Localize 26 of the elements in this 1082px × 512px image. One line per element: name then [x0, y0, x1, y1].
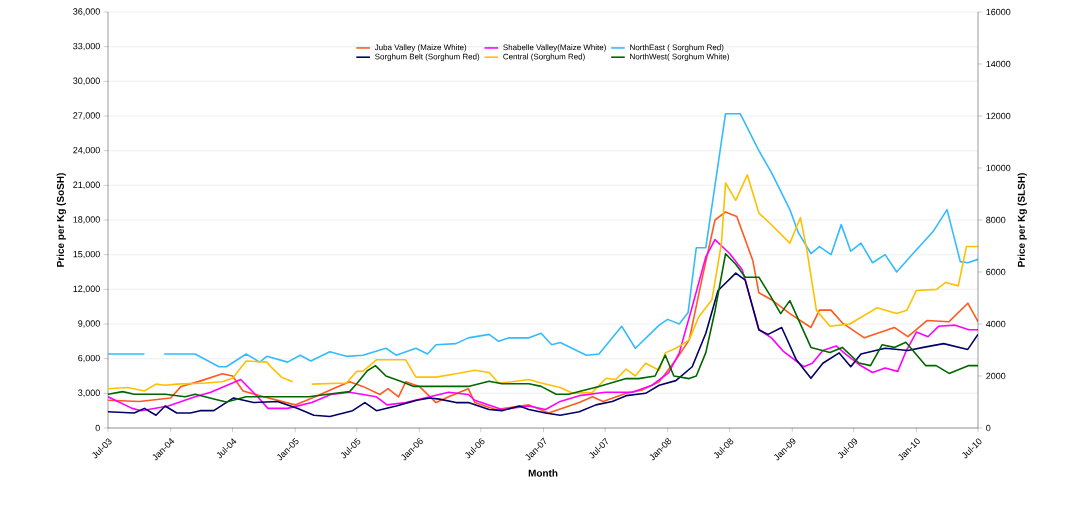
- y-axis-title: Price per Kg (SoSH): [56, 173, 66, 267]
- line-series: [108, 272, 979, 418]
- y-tick-label: 24,000: [73, 146, 100, 155]
- y-tick-label: 27,000: [73, 112, 100, 120]
- y-tick-label: 0: [95, 424, 100, 432]
- y2-tick-label: 2000: [986, 372, 1006, 380]
- y2-tick-label: 12000: [986, 112, 1011, 120]
- y-tick-label: 30,000: [73, 77, 100, 86]
- y-tick-label: 12,000: [73, 285, 100, 294]
- y-tick-label: 36,000: [73, 8, 100, 16]
- y2-tick-label: 4000: [985, 320, 1006, 328]
- y2-tick-label: 14000: [986, 60, 1011, 68]
- y-tick-label: 18,000: [73, 216, 100, 224]
- y-tick-label: 33,000: [73, 42, 100, 51]
- y-tick-label: 21,000: [73, 181, 100, 190]
- y-tick-label: 3,000: [78, 389, 100, 398]
- y2-tick-label: 10000: [986, 164, 1011, 172]
- y2-tick-label: 8000: [986, 216, 1006, 224]
- y2-axis-title: Price per Kg (SLSH): [1017, 173, 1027, 267]
- y-tick-label: 15,000: [73, 250, 100, 259]
- y-tick-label: 9,000: [78, 320, 100, 328]
- x-axis-title: Month: [528, 469, 558, 477]
- y2-tick-label: 16000: [986, 8, 1011, 16]
- y2-tick-label: 6000: [986, 268, 1006, 276]
- y2-tick-label: 0: [986, 424, 991, 432]
- y-tick-label: 6,000: [78, 354, 100, 363]
